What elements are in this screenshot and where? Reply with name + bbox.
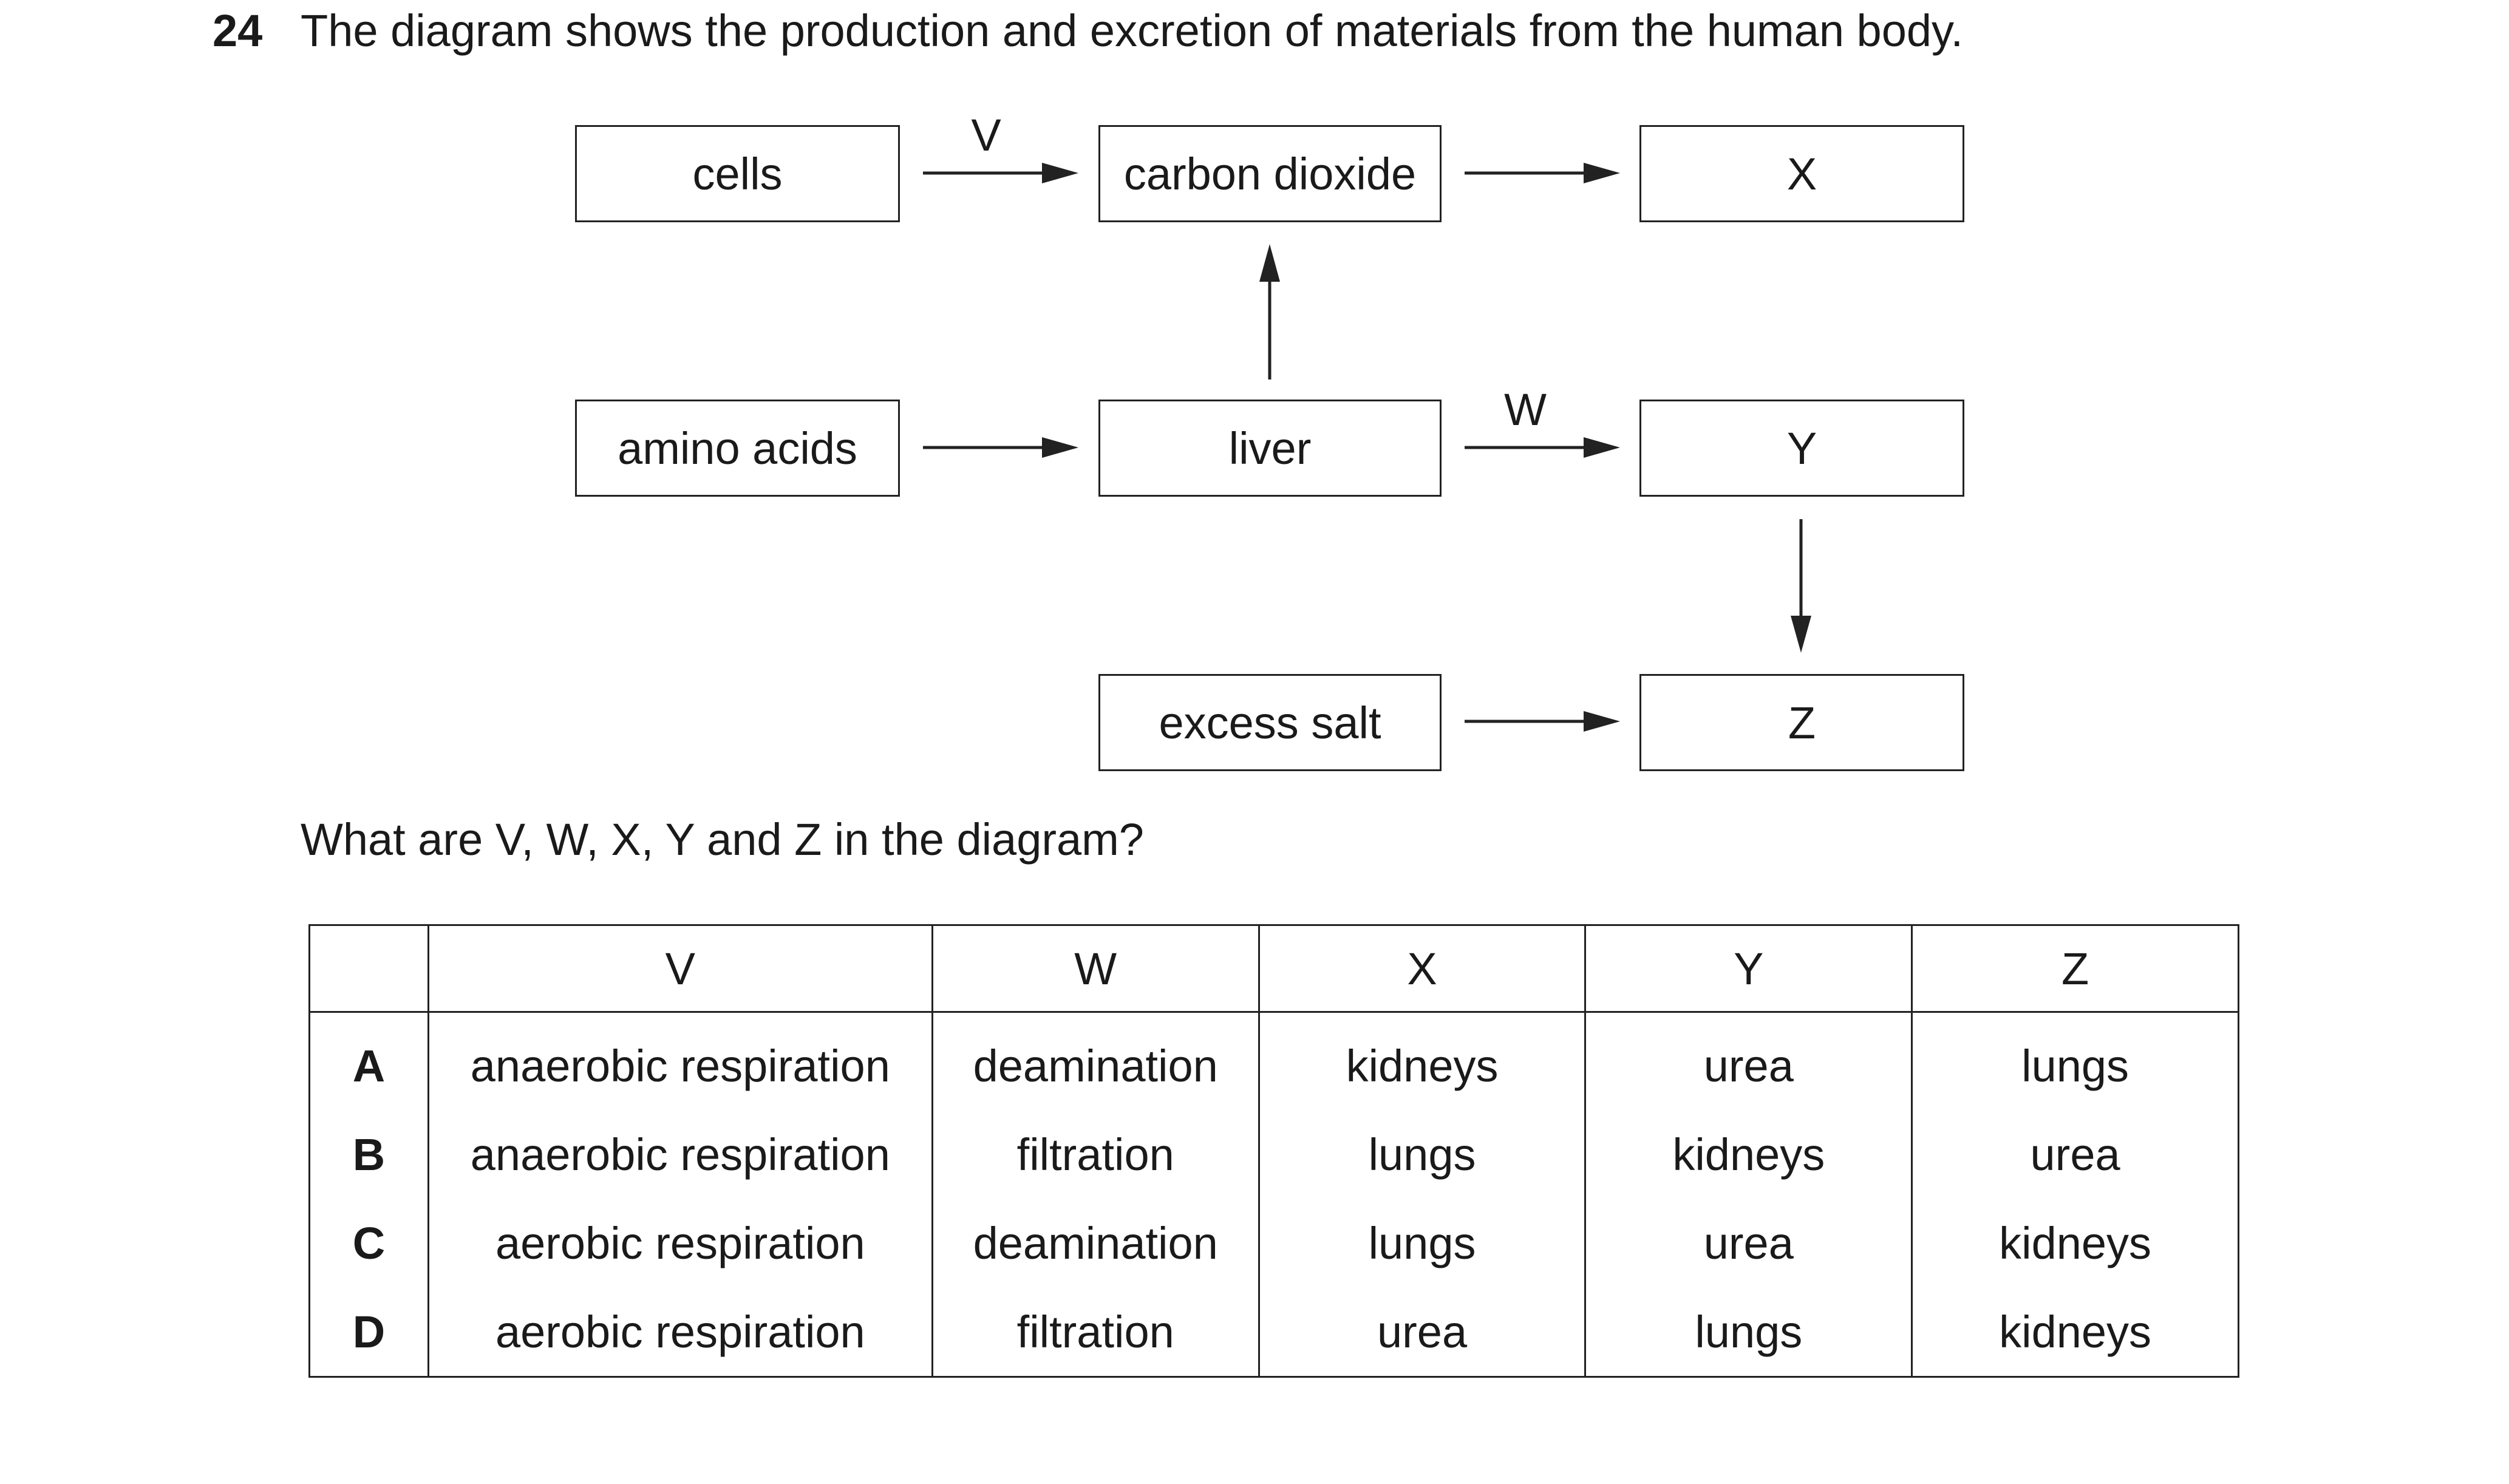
- option-letter: A: [308, 1012, 429, 1110]
- question-header: 24 The diagram shows the production and …: [213, 0, 1963, 61]
- cell-x: urea: [1258, 1287, 1587, 1378]
- cell-y: kidneys: [1584, 1110, 1913, 1199]
- cell-x: lungs: [1258, 1110, 1587, 1199]
- header-y: Y: [1584, 924, 1913, 1013]
- option-letter: C: [308, 1199, 429, 1287]
- cell-z: kidneys: [1911, 1199, 2239, 1287]
- cell-v: aerobic respiration: [427, 1287, 933, 1378]
- arrow-cells-to-co2: [923, 163, 1078, 183]
- cell-z: urea: [1911, 1110, 2239, 1199]
- header-w: W: [931, 924, 1260, 1013]
- arrow-label-w: W: [1504, 384, 1547, 435]
- question-number: 24: [213, 5, 263, 56]
- table-row: B anaerobic respiration filtration lungs…: [308, 1110, 2239, 1199]
- cell-w: filtration: [931, 1287, 1260, 1378]
- cell-x: kidneys: [1258, 1012, 1587, 1110]
- header-v: V: [427, 924, 933, 1013]
- option-letter: B: [308, 1110, 429, 1199]
- option-letter: D: [308, 1287, 429, 1378]
- question-stem: The diagram shows the production and exc…: [301, 5, 1964, 56]
- table-header-row: V W X Y Z: [308, 924, 2239, 1013]
- table-row: D aerobic respiration filtration urea lu…: [308, 1287, 2239, 1378]
- box-cells: cells: [575, 125, 900, 222]
- header-z: Z: [1911, 924, 2239, 1013]
- arrow-co2-to-x: [1465, 163, 1620, 183]
- diagram-arrows: [923, 163, 1811, 732]
- cell-w: filtration: [931, 1110, 1260, 1199]
- cell-y: lungs: [1584, 1287, 1913, 1378]
- box-x: X: [1639, 125, 1964, 222]
- table-row: C aerobic respiration deamination lungs …: [308, 1199, 2239, 1287]
- box-carbon-dioxide: carbon dioxide: [1098, 125, 1442, 222]
- cell-x: lungs: [1258, 1199, 1587, 1287]
- answer-table: V W X Y Z A anaerobic respiration deamin…: [308, 924, 2239, 1378]
- question-prompt: What are V, W, X, Y and Z in the diagram…: [301, 814, 1144, 865]
- arrow-y-to-z: [1791, 519, 1811, 653]
- arrow-amino-to-liver: [923, 437, 1078, 458]
- cell-y: urea: [1584, 1199, 1913, 1287]
- cell-w: deamination: [931, 1012, 1260, 1110]
- cell-v: anaerobic respiration: [427, 1012, 933, 1110]
- arrow-liver-to-co2: [1259, 244, 1280, 380]
- box-liver: liver: [1098, 400, 1442, 497]
- cell-w: deamination: [931, 1199, 1260, 1287]
- cell-z: kidneys: [1911, 1287, 2239, 1378]
- arrow-label-v: V: [971, 110, 1001, 160]
- box-z: Z: [1639, 674, 1964, 771]
- header-blank: [308, 924, 429, 1013]
- box-excess-salt: excess salt: [1098, 674, 1442, 771]
- header-x: X: [1258, 924, 1587, 1013]
- cell-y: urea: [1584, 1012, 1913, 1110]
- arrow-liver-to-y: [1465, 437, 1620, 458]
- cell-v: anaerobic respiration: [427, 1110, 933, 1199]
- box-y: Y: [1639, 400, 1964, 497]
- arrow-salt-to-z: [1465, 711, 1620, 732]
- flow-diagram: cells carbon dioxide X amino acids liver…: [575, 110, 1964, 771]
- cell-v: aerobic respiration: [427, 1199, 933, 1287]
- cell-z: lungs: [1911, 1012, 2239, 1110]
- table-row: A anaerobic respiration deamination kidn…: [308, 1012, 2239, 1110]
- box-amino-acids: amino acids: [575, 400, 900, 497]
